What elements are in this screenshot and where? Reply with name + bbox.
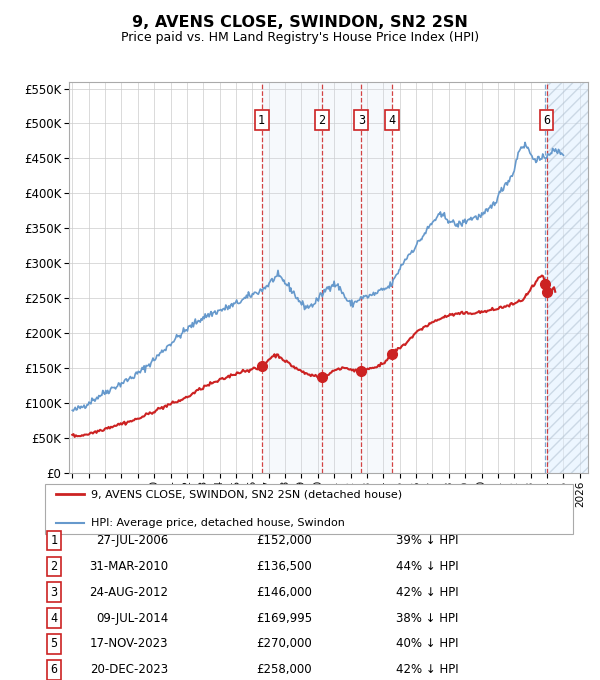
Text: £258,000: £258,000 — [256, 663, 312, 677]
Text: 5: 5 — [50, 637, 58, 651]
Bar — [322, 82, 392, 473]
Text: Price paid vs. HM Land Registry's House Price Index (HPI): Price paid vs. HM Land Registry's House … — [121, 31, 479, 44]
Text: 3: 3 — [50, 585, 58, 599]
Text: 42% ↓ HPI: 42% ↓ HPI — [396, 585, 458, 599]
Text: £152,000: £152,000 — [256, 534, 312, 547]
Text: 4: 4 — [50, 611, 58, 625]
Text: 20-DEC-2023: 20-DEC-2023 — [90, 663, 168, 677]
Text: 44% ↓ HPI: 44% ↓ HPI — [396, 560, 458, 573]
Text: 2: 2 — [50, 560, 58, 573]
Text: 40% ↓ HPI: 40% ↓ HPI — [396, 637, 458, 651]
Text: £169,995: £169,995 — [256, 611, 312, 625]
Text: £146,000: £146,000 — [256, 585, 312, 599]
Text: 17-NOV-2023: 17-NOV-2023 — [89, 637, 168, 651]
Text: 42% ↓ HPI: 42% ↓ HPI — [396, 663, 458, 677]
Text: 3: 3 — [358, 114, 365, 126]
Text: 9, AVENS CLOSE, SWINDON, SN2 2SN: 9, AVENS CLOSE, SWINDON, SN2 2SN — [132, 15, 468, 30]
Text: 2: 2 — [319, 114, 326, 126]
Text: 1: 1 — [50, 534, 58, 547]
Text: 09-JUL-2014: 09-JUL-2014 — [96, 611, 168, 625]
Text: 6: 6 — [543, 114, 550, 126]
Text: HPI: Average price, detached house, Swindon: HPI: Average price, detached house, Swin… — [91, 517, 345, 528]
Text: 27-JUL-2006: 27-JUL-2006 — [96, 534, 168, 547]
Text: 1: 1 — [258, 114, 265, 126]
Text: 9, AVENS CLOSE, SWINDON, SN2 2SN (detached house): 9, AVENS CLOSE, SWINDON, SN2 2SN (detach… — [91, 489, 403, 499]
Text: 4: 4 — [388, 114, 395, 126]
Text: 39% ↓ HPI: 39% ↓ HPI — [396, 534, 458, 547]
Bar — [547, 82, 588, 473]
Bar — [262, 82, 322, 473]
Text: 6: 6 — [50, 663, 58, 677]
Text: 31-MAR-2010: 31-MAR-2010 — [89, 560, 168, 573]
Text: 24-AUG-2012: 24-AUG-2012 — [89, 585, 168, 599]
Text: £270,000: £270,000 — [256, 637, 312, 651]
Text: 38% ↓ HPI: 38% ↓ HPI — [396, 611, 458, 625]
Text: £136,500: £136,500 — [256, 560, 312, 573]
